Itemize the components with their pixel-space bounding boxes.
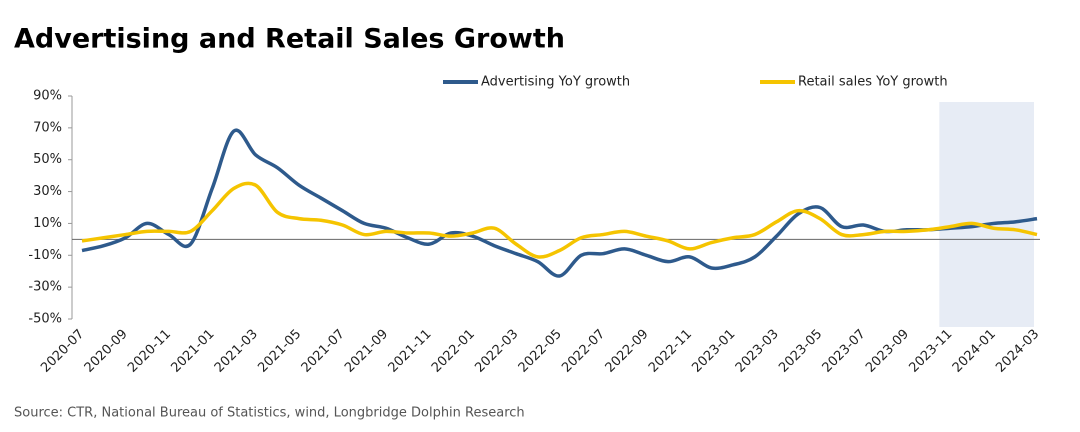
- x-tick-label: 2022-03: [472, 327, 521, 376]
- x-tick-label: 2023-09: [863, 327, 912, 376]
- x-tick-label: 2020-11: [125, 327, 174, 376]
- y-tick-label: -10%: [28, 248, 62, 263]
- x-tick-label: 2020-07: [38, 327, 87, 376]
- x-tick-label: 2022-07: [559, 327, 608, 376]
- x-tick-label: 2021-05: [255, 327, 304, 376]
- x-tick-label: 2023-03: [733, 327, 782, 376]
- x-tick-label: 2024-01: [950, 327, 999, 376]
- y-tick-label: 50%: [33, 152, 62, 167]
- legend-label: Advertising YoY growth: [481, 75, 630, 90]
- line: [81, 128, 1038, 278]
- x-tick-label: 2022-05: [516, 327, 565, 376]
- y-tick-label: -50%: [28, 312, 62, 327]
- x-tick-label: 2023-01: [689, 327, 738, 376]
- x-tick-label: 2021-07: [299, 327, 348, 376]
- x-tick-label: 2021-11: [386, 327, 435, 376]
- y-tick-label: 10%: [33, 216, 62, 231]
- x-tick-label: 2021-01: [169, 327, 218, 376]
- x-tick-label: 2024-03: [993, 327, 1042, 376]
- x-tick-label: 2023-11: [906, 327, 955, 376]
- y-tick-label: 70%: [33, 120, 62, 135]
- x-tick-label: 2021-09: [342, 327, 391, 376]
- x-tick-label: 2023-07: [820, 327, 869, 376]
- x-tick-label: 2022-01: [429, 327, 478, 376]
- x-tick-label: 2020-09: [82, 327, 131, 376]
- y-tick-label: 30%: [33, 184, 62, 199]
- source-note: Source: CTR, National Bureau of Statisti…: [14, 406, 525, 421]
- y-tick-label: -30%: [28, 280, 62, 295]
- x-tick-label: 2022-09: [603, 327, 652, 376]
- highlight-band: [939, 102, 1034, 327]
- y-tick-label: 90%: [33, 89, 62, 104]
- x-tick-label: 2022-11: [646, 327, 695, 376]
- x-tick-label: 2021-03: [212, 327, 261, 376]
- chart-title: Advertising and Retail Sales Growth: [14, 24, 565, 55]
- x-tick-label: 2023-05: [776, 327, 825, 376]
- legend-label: Retail sales YoY growth: [798, 75, 948, 90]
- line: [81, 181, 1038, 259]
